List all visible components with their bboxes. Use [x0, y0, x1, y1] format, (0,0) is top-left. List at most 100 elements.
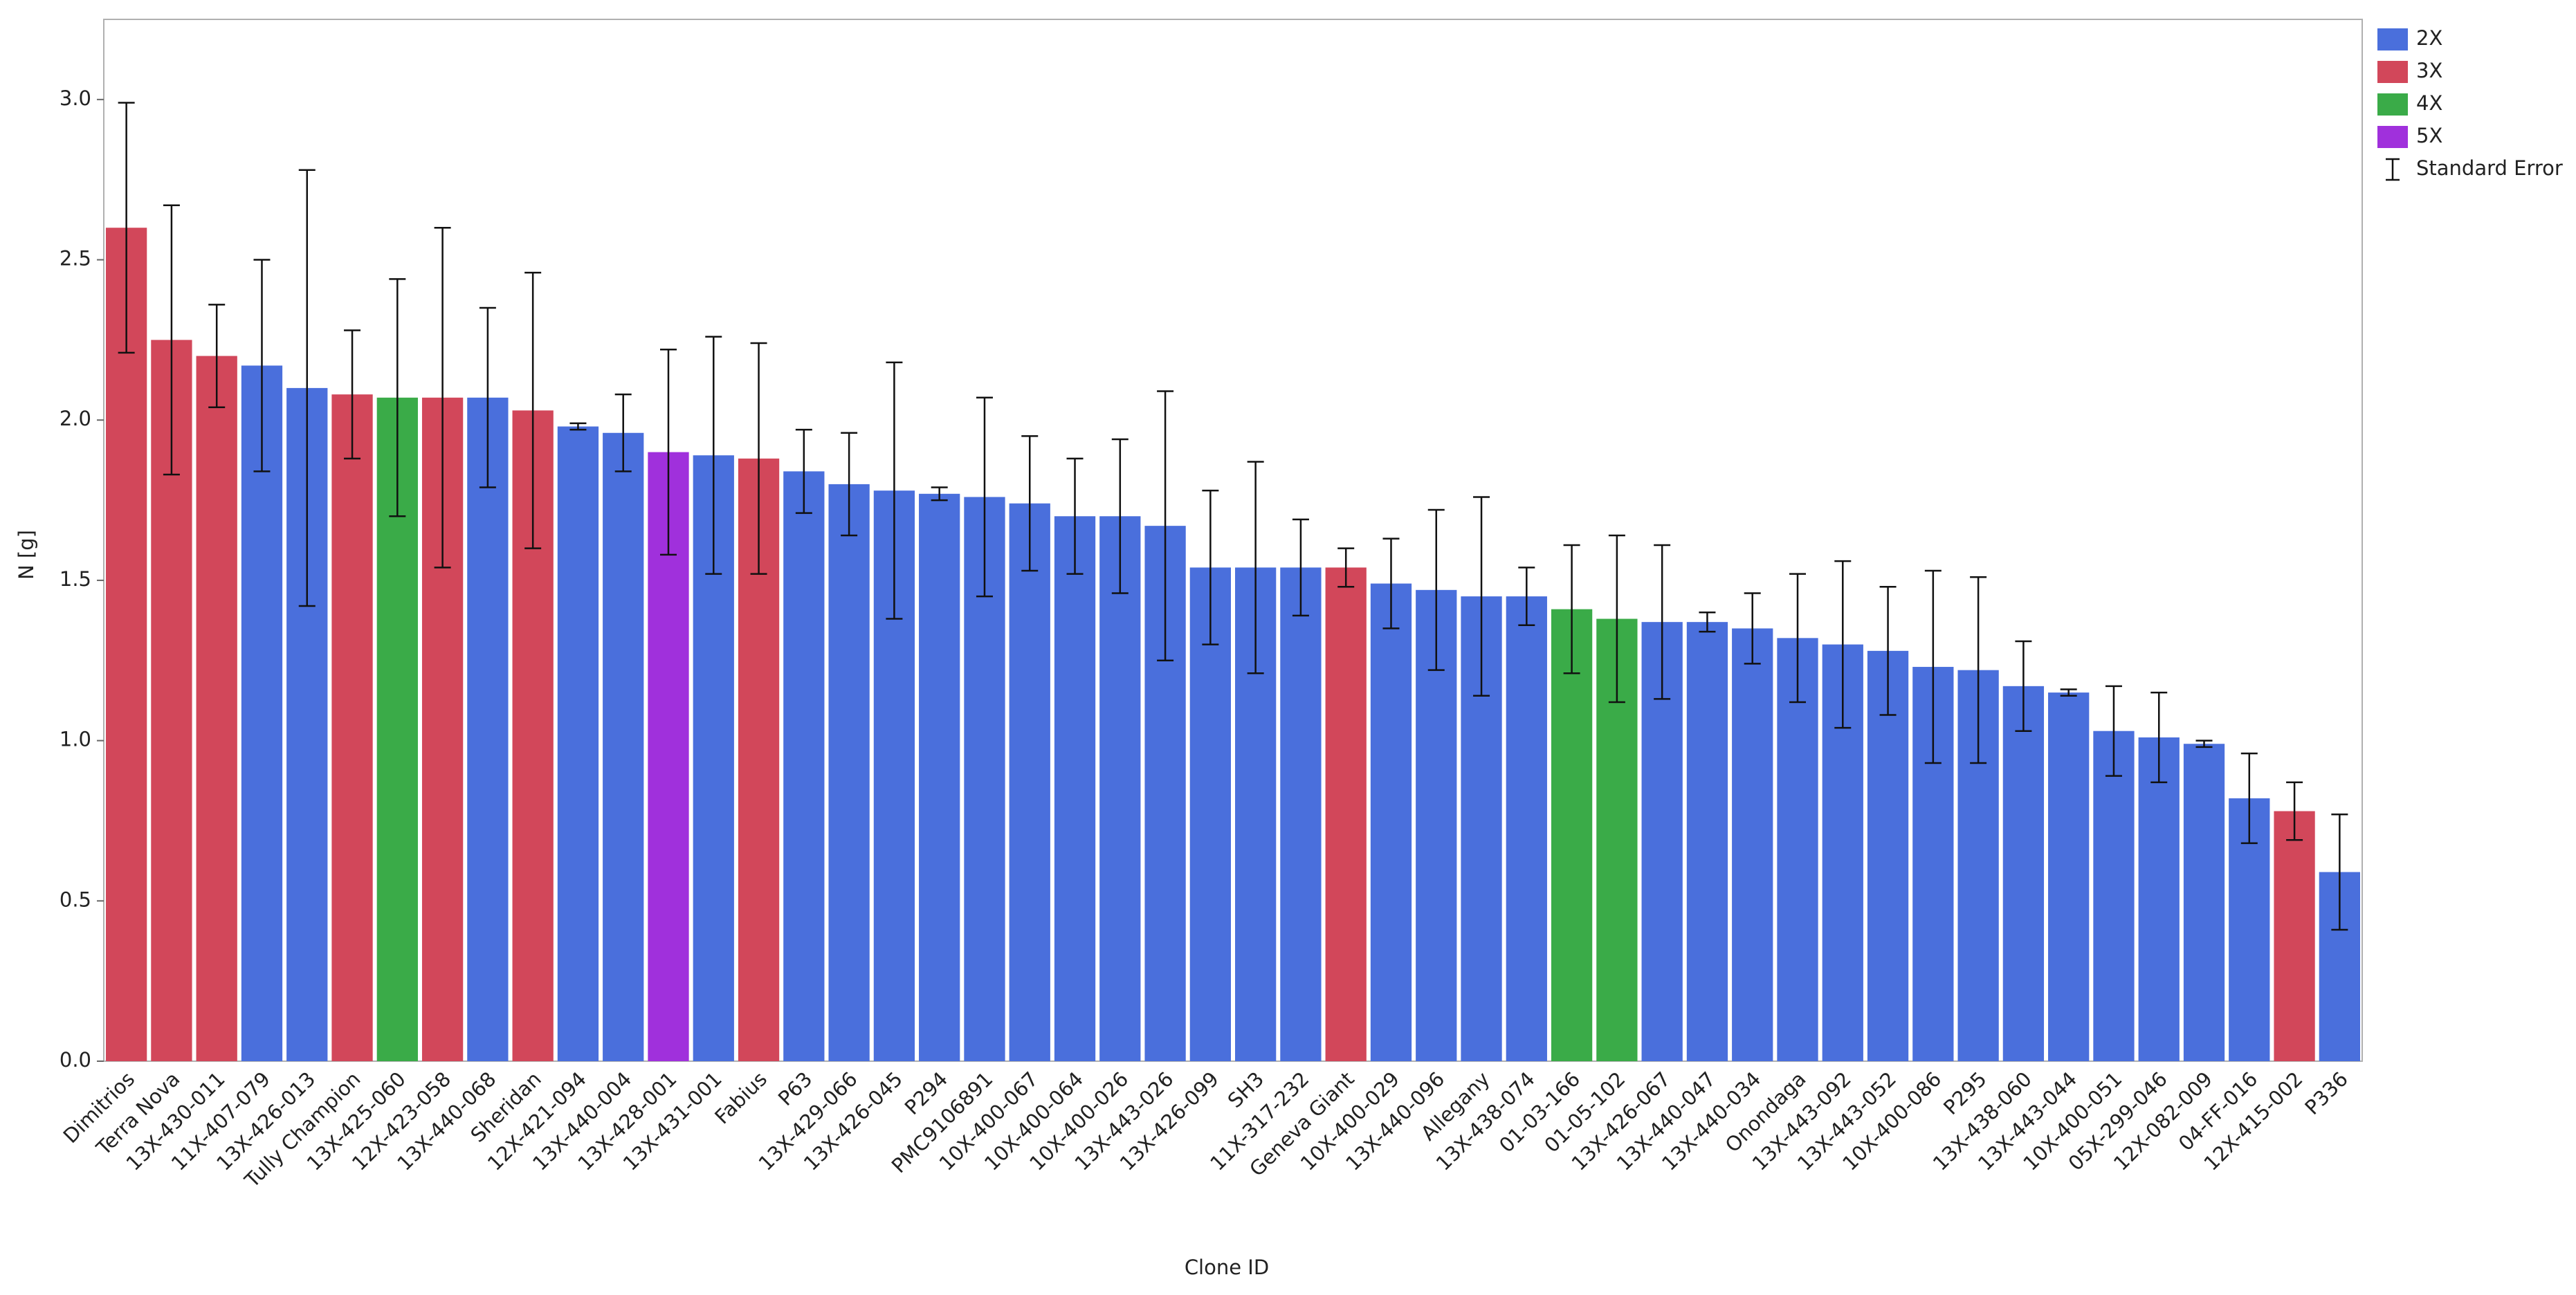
error-bar [2195, 740, 2213, 748]
legend-swatch [2377, 61, 2408, 83]
bar [783, 471, 825, 1061]
error-bar [1337, 547, 1355, 588]
legend-label: 2X [2416, 26, 2442, 50]
error-bar [2105, 685, 2122, 777]
bar [919, 493, 960, 1061]
error-bar [1879, 585, 1897, 716]
x-axis-label: Clone ID [1185, 1256, 1269, 1279]
error-bar [841, 432, 858, 537]
bar [603, 432, 644, 1061]
error-bar [2015, 640, 2032, 732]
bar [1325, 567, 1367, 1061]
error-bar [614, 393, 632, 472]
error-bar [2331, 813, 2348, 931]
bar [1506, 596, 1547, 1061]
error-bar [389, 278, 406, 517]
y-tick-label: 1.5 [60, 567, 91, 591]
error-bar [1247, 461, 1264, 674]
error-bar [253, 259, 271, 472]
error-bar [479, 306, 496, 488]
error-bar [1518, 567, 1535, 627]
bar [196, 356, 237, 1061]
error-bar [2286, 781, 2303, 841]
error-bar [931, 486, 948, 502]
error-bar [434, 226, 451, 569]
error-bar [705, 336, 722, 575]
bar [1867, 650, 1909, 1061]
bar [1189, 567, 1231, 1061]
error-bar [163, 204, 180, 476]
error-bar [1970, 576, 1987, 764]
error-bar [886, 361, 903, 620]
error-bar [976, 396, 993, 598]
error-bar [2060, 688, 2077, 697]
y-tick-label: 2.0 [60, 407, 91, 430]
error-bar [1744, 592, 1761, 665]
bar [2138, 737, 2180, 1061]
bar [1686, 622, 1728, 1061]
bar [1280, 567, 1322, 1061]
error-bar [524, 271, 542, 549]
bar [2183, 744, 2225, 1061]
bar [1370, 583, 1412, 1061]
bar [557, 426, 599, 1061]
error-bar [660, 349, 677, 556]
legend-swatch [2377, 126, 2408, 148]
error-bar [1021, 435, 1039, 572]
error-bar [2150, 691, 2168, 784]
legend-label: 5X [2416, 124, 2442, 147]
bar [1009, 503, 1050, 1061]
error-bar [795, 428, 812, 514]
legend-label: 3X [2416, 59, 2442, 82]
error-bar [1608, 534, 1625, 704]
error-bar [1473, 496, 1490, 697]
bar [2002, 686, 2045, 1061]
legend-swatch [2377, 28, 2408, 50]
error-bar [1382, 538, 1400, 630]
legend-label: Standard Error [2416, 156, 2563, 180]
error-bar [208, 304, 226, 408]
error-bar [1292, 518, 1309, 617]
error-bar [1157, 390, 1174, 662]
legend-error-icon [2386, 158, 2400, 181]
bar [828, 484, 870, 1061]
bar [2048, 692, 2090, 1061]
bar [106, 228, 147, 1062]
bar [2274, 811, 2315, 1061]
error-bar [1789, 573, 1806, 704]
bar [467, 397, 509, 1061]
error-bar [344, 329, 361, 460]
error-bar [118, 102, 135, 354]
error-bar [569, 422, 587, 431]
bar [1099, 516, 1141, 1061]
y-tick-label: 1.0 [60, 728, 91, 751]
bar [2093, 731, 2135, 1061]
x-tick-label: Fabius [710, 1067, 771, 1129]
legend-label: 4X [2416, 91, 2442, 115]
bar [1054, 516, 1096, 1061]
legend-swatch [2377, 93, 2408, 116]
error-bar [1202, 489, 1219, 645]
bar [1551, 609, 1593, 1061]
error-bar [1066, 457, 1084, 575]
error-bar [750, 342, 767, 575]
error-bar [2240, 752, 2258, 845]
y-tick-label: 0.5 [60, 888, 91, 911]
bar [331, 394, 373, 1061]
y-tick-label: 2.5 [60, 247, 91, 270]
error-bar [1699, 612, 1716, 633]
bar [1777, 638, 1818, 1061]
bar [1732, 628, 1773, 1061]
error-bar [1111, 438, 1129, 594]
y-tick-label: 3.0 [60, 86, 91, 110]
plot-frame [103, 19, 2363, 1062]
bar [241, 365, 283, 1061]
error-bar [1924, 569, 1942, 764]
x-tick-label: P336 [2300, 1067, 2353, 1120]
error-bar [1427, 508, 1445, 671]
error-bar [298, 169, 316, 607]
y-axis-label: N [g] [15, 530, 38, 580]
error-bar [1834, 560, 1852, 729]
y-tick-label: 0.0 [60, 1048, 91, 1072]
